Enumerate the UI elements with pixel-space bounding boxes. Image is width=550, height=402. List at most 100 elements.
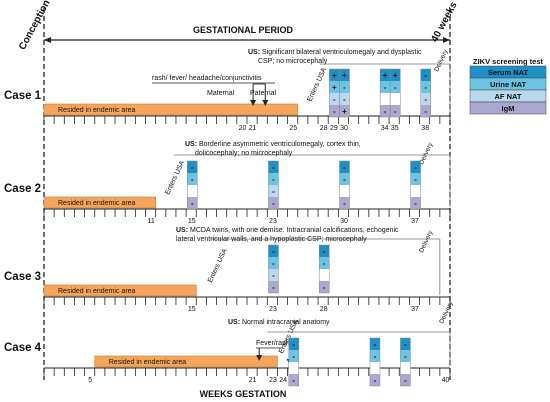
igm-test-cell — [329, 105, 340, 117]
us-finding: US: Normal intracranial anatomy — [228, 319, 330, 326]
af-test-cell — [339, 185, 350, 197]
test-box-outline — [268, 244, 279, 294]
legend-af: AF NAT — [495, 92, 522, 101]
maternal-label: Maternal — [207, 90, 235, 97]
paternal-label: Paternal — [250, 90, 277, 97]
week-label: 29 — [330, 125, 338, 132]
af-test-cell — [390, 93, 401, 105]
us-finding: US: Borderline asymmetric ventriculomega… — [185, 141, 361, 157]
week-label: 30 — [340, 218, 348, 225]
af-test-cell — [339, 93, 350, 105]
week-label: 37 — [411, 306, 419, 313]
delivery-label: Delivery — [418, 229, 435, 254]
test-box-outline — [390, 68, 401, 118]
endemic-bar — [43, 103, 299, 116]
urine-test-cell — [339, 173, 350, 185]
igm-test-cell — [400, 374, 411, 386]
urine-test-cell — [268, 257, 279, 269]
test-box-outline — [369, 337, 381, 387]
test-box-outline — [339, 160, 350, 210]
igm-result: - — [323, 283, 326, 292]
igm-result: - — [424, 107, 427, 116]
igm-result: - — [404, 376, 407, 385]
af-result: - — [333, 95, 336, 104]
week-label: 20 — [239, 125, 247, 132]
urine-test-cell — [268, 173, 279, 185]
af-test-cell — [329, 93, 340, 105]
igm-result: - — [414, 199, 417, 208]
week-label: 37 — [411, 218, 419, 225]
urine-test-cell — [420, 81, 431, 93]
delivery-label: Delivery — [438, 300, 455, 325]
igm-result: - — [292, 376, 295, 385]
endemic-bar — [43, 284, 197, 297]
test-box-outline — [318, 244, 330, 294]
axis-arrow-left — [44, 37, 51, 43]
week-label: 28 — [320, 125, 328, 132]
af-test-cell — [410, 185, 421, 197]
week-label: 34 — [381, 125, 389, 132]
serum-test-cell — [400, 338, 411, 350]
serum-test-cell — [420, 69, 431, 81]
urine-result: - — [323, 259, 326, 268]
legend-igm: IgM — [502, 104, 515, 113]
week-label: 25 — [289, 125, 297, 132]
serum-result: - — [191, 163, 194, 172]
af-test-cell — [400, 362, 411, 374]
urine-result: - — [272, 259, 275, 268]
legend-serum: Serum NAT — [488, 68, 529, 77]
serum-result: + — [383, 71, 388, 80]
weeks-gestation-title: WEEKS GESTATION — [200, 389, 287, 399]
gestational-period-title: GESTATIONAL PERIOD — [193, 25, 294, 35]
week-label: 24 — [279, 377, 287, 384]
serum-result: + — [342, 71, 347, 80]
serum-test-cell — [268, 245, 279, 257]
delivery-label: Delivery — [433, 48, 450, 73]
igm-test-cell — [390, 105, 401, 117]
igm-test-cell — [268, 197, 279, 209]
week-label: 23 — [269, 306, 277, 313]
serum-result: - — [343, 163, 346, 172]
igm-result: + — [342, 107, 347, 116]
igm-test-cell — [187, 197, 198, 209]
test-box-outline — [268, 160, 279, 210]
urine-test-cell — [187, 173, 198, 185]
exposure-arrowhead — [262, 100, 269, 106]
af-test-cell — [268, 269, 279, 281]
case-3: Case 3 Resided in endemic area 15 23 28 37 Ent… — [4, 227, 451, 313]
legend-title: ZIKV screening test — [473, 57, 544, 66]
test-box-outline — [400, 337, 411, 387]
case-label: Case 2 — [4, 183, 41, 195]
urine-test-cell — [400, 350, 411, 362]
endemic-bar — [94, 355, 278, 368]
serum-test-cell — [268, 161, 279, 173]
urine-result: - — [404, 352, 407, 361]
week-label: 35 — [391, 125, 399, 132]
urine-result: - — [343, 83, 346, 92]
enters-usa-label: Enters USA — [207, 247, 229, 283]
serum-result: + — [393, 71, 398, 80]
week-label: 23 — [269, 218, 277, 225]
test-box-outline — [410, 160, 421, 210]
urine-test-cell — [410, 173, 421, 185]
endemic-label: Resided in endemic area — [109, 359, 187, 366]
case-2: Case 2 Resided in endemic area 11 15 23 30 37 E… — [4, 141, 451, 225]
serum-result: - — [272, 247, 275, 256]
urine-result: - — [394, 83, 397, 92]
week-label: 11 — [148, 218, 155, 225]
urine-result: - — [424, 83, 427, 92]
af-result: - — [343, 95, 346, 104]
igm-result: - — [384, 107, 387, 116]
serum-result: - — [323, 247, 326, 256]
af-result: - — [272, 187, 275, 196]
endemic-bar — [43, 196, 156, 209]
week-label: 5 — [88, 377, 92, 384]
serum-result: - — [292, 340, 295, 349]
urine-result: + — [332, 83, 337, 92]
urine-result: - — [292, 352, 295, 361]
axis-arrow-right — [443, 37, 450, 43]
week-label: 28 — [320, 306, 328, 313]
